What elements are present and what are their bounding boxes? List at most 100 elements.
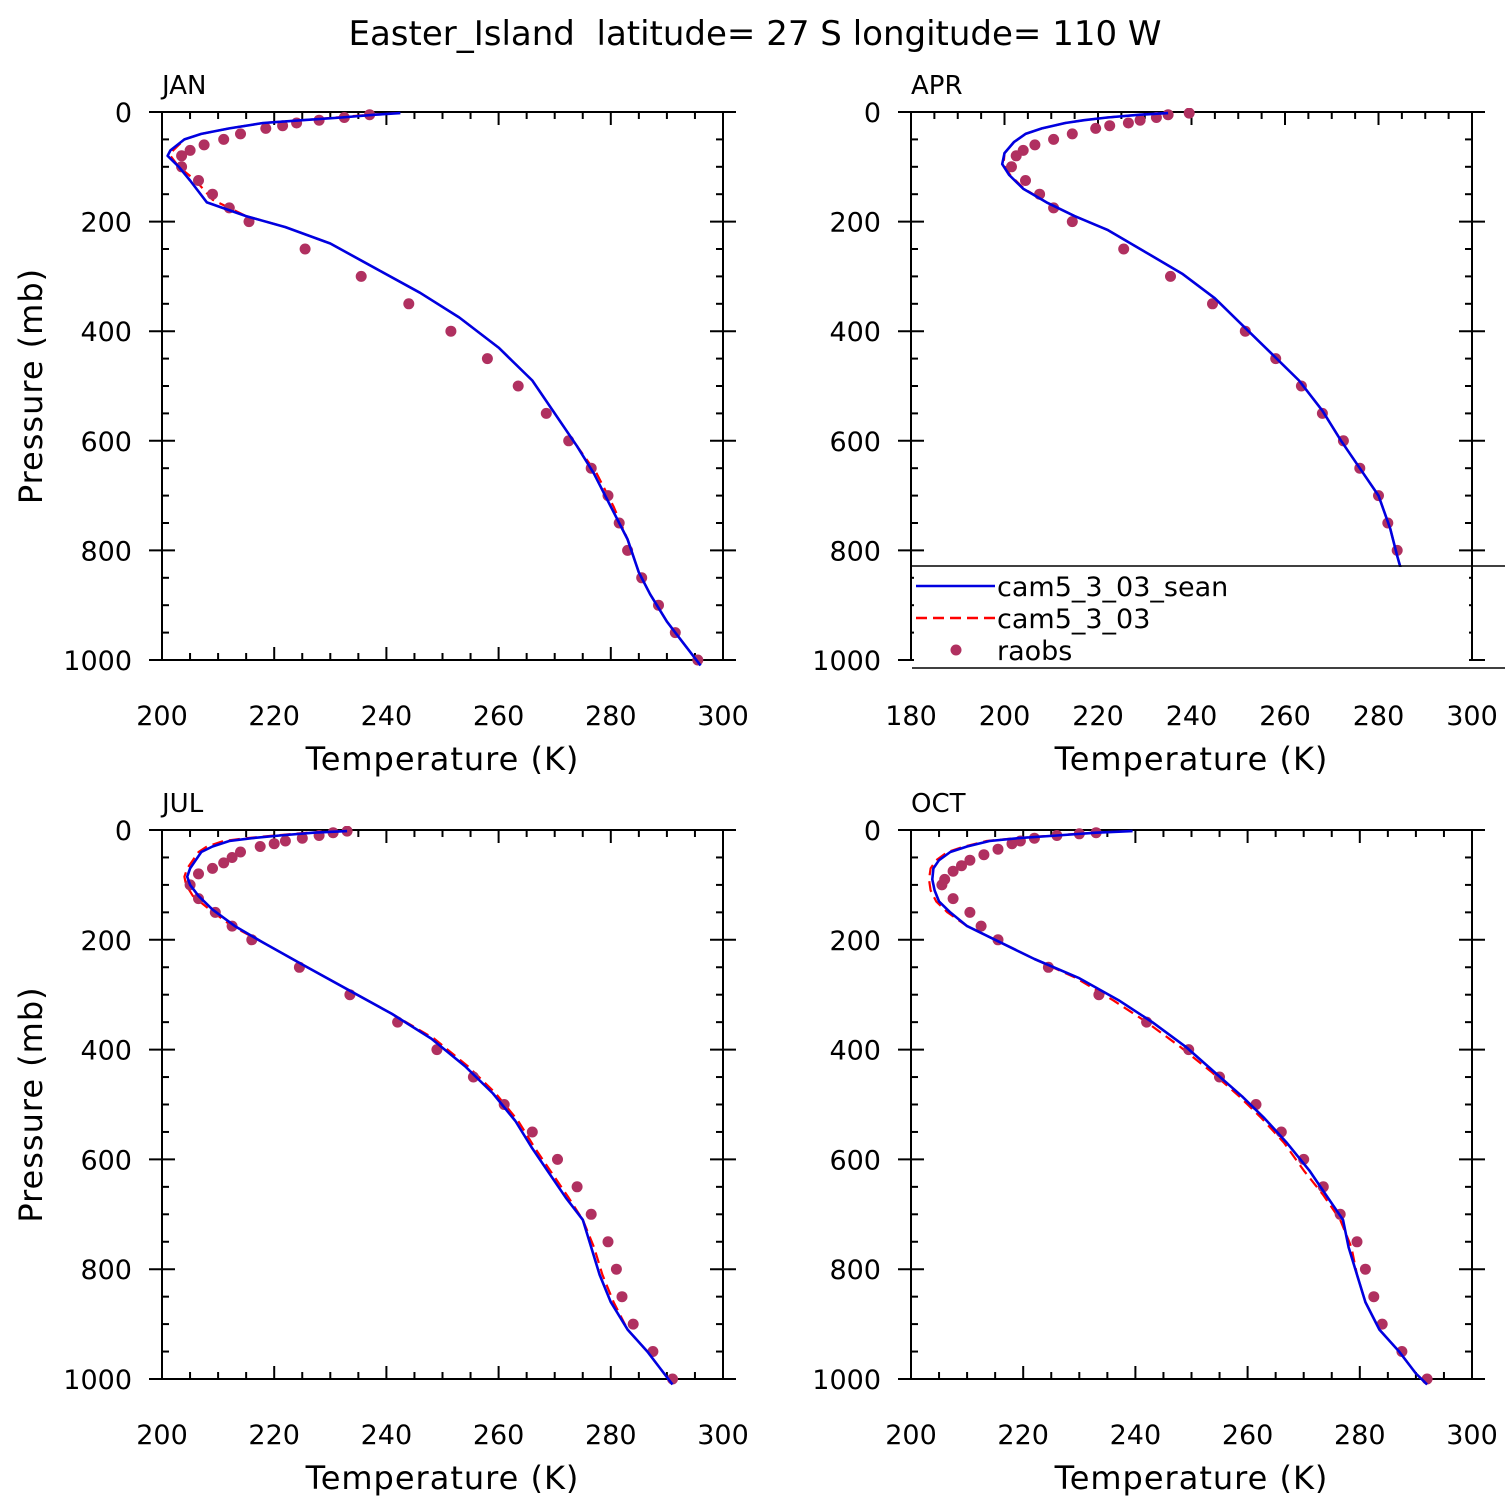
raobs-point [947,865,959,877]
y-tick-label: 0 [864,98,881,129]
raobs-point [235,128,246,140]
cam5_3_03-line [169,112,702,667]
y-tick-label: 800 [829,536,881,567]
y-tick-label: 1000 [812,646,881,677]
y-tick-label: 600 [829,1145,881,1176]
raobs-point [1351,1236,1363,1248]
raobs-point [1010,150,1022,162]
raobs-point [403,298,415,310]
raobs-point [299,243,311,255]
cam5_3_03_sean-line [185,829,674,1386]
panel-title: APR [911,71,963,101]
y-tick-label: 200 [829,926,881,957]
raobs-point [226,852,238,863]
raobs-point [1162,109,1174,121]
raobs-point [526,1126,538,1138]
raobs-point [193,175,204,186]
raobs-point [964,854,976,866]
x-tick-label: 300 [697,701,749,732]
raobs-point [198,139,210,151]
legend-marker-dot [950,644,962,656]
x-tick-label: 180 [885,701,937,732]
x-tick-label: 300 [1446,701,1498,732]
raobs-point [481,353,493,365]
x-tick-label: 200 [136,701,188,732]
raobs-point [498,1099,510,1110]
raobs-point [1239,325,1251,337]
raobs-point [445,325,457,337]
raobs-point [1090,122,1102,134]
x-tick-label: 220 [997,1420,1049,1451]
raobs-point [176,161,188,173]
y-tick-label: 600 [80,427,132,458]
raobs-point [1006,161,1017,173]
raobs-point [235,846,246,858]
legend-label: raobs [997,636,1072,667]
y-tick-label: 200 [80,926,132,957]
x-tick-label: 300 [1446,1420,1498,1451]
x-axis-label: Temperature (K) [1054,1459,1329,1497]
raobs-point [193,893,204,905]
raobs-point [1029,139,1041,151]
y-tick-label: 400 [80,317,132,348]
raobs-point [1066,216,1078,228]
x-tick-label: 260 [1222,1420,1274,1451]
panel-jul: 200 220 240 260 280 300 0 200 400 600 800 1000 JUL Te… [12,789,749,1497]
y-axis-label: Pressure (mb) [12,268,50,504]
raobs-point [602,1236,614,1248]
cam5_3_03-line [183,830,674,1386]
y-tick-label: 1000 [812,1365,881,1396]
raobs-point [218,857,230,869]
y-tick-label: 600 [80,1145,132,1176]
raobs-point [947,893,959,905]
raobs-point [1006,838,1018,850]
x-tick-label: 220 [1072,701,1124,732]
x-tick-label: 220 [248,701,300,732]
raobs-point [207,188,218,200]
x-tick-label: 260 [1259,701,1311,732]
x-tick-label: 280 [585,701,637,732]
raobs-point [279,835,291,847]
raobs-point [552,1153,563,1165]
series-group [166,109,704,667]
raobs-point [1317,1181,1329,1193]
y-axis-label: Pressure (mb) [12,986,50,1222]
raobs-point [571,1181,583,1193]
x-tick-label: 240 [1110,1420,1162,1451]
raobs-point [1020,175,1031,186]
raobs-point [260,122,272,134]
raobs-point [254,841,266,852]
x-tick-label: 260 [473,1420,525,1451]
x-tick-label: 260 [473,701,525,732]
x-tick-label: 240 [1166,701,1218,732]
y-tick-label: 0 [864,816,881,847]
y-tick-label: 400 [829,1036,881,1067]
panel-apr: 180 200 220 240 260 280 300 0 200 400 600 800 1000 AP… [812,71,1497,778]
raobs-point [1396,1346,1408,1357]
y-tick-label: 0 [115,816,132,847]
x-tick-label: 240 [361,1420,413,1451]
raobs-point [610,1263,622,1275]
raobs-point [964,906,976,918]
raobs-point [1183,108,1195,119]
x-axis-label: Temperature (K) [305,1459,580,1497]
cam5_3_03-line [927,830,1428,1386]
panels-group: 200 220 240 260 280 300 0 200 400 600 800 1000 JAN Te… [12,71,1498,1497]
legend-label: cam5_3_03_sean [997,572,1228,603]
cam5_3_03_sean-line [931,829,1429,1386]
raobs-point [1066,128,1078,140]
y-tick-label: 200 [80,208,132,239]
raobs-point [184,144,196,156]
raobs-point [627,1318,639,1330]
x-tick-label: 200 [885,1420,937,1451]
raobs-point [467,1071,479,1083]
y-tick-label: 1000 [63,646,132,677]
raobs-point [268,838,280,850]
raobs-point [616,1291,628,1303]
x-tick-label: 200 [136,1420,188,1451]
raobs-point [1104,120,1116,132]
series-group [183,826,678,1386]
raobs-point [975,920,987,932]
